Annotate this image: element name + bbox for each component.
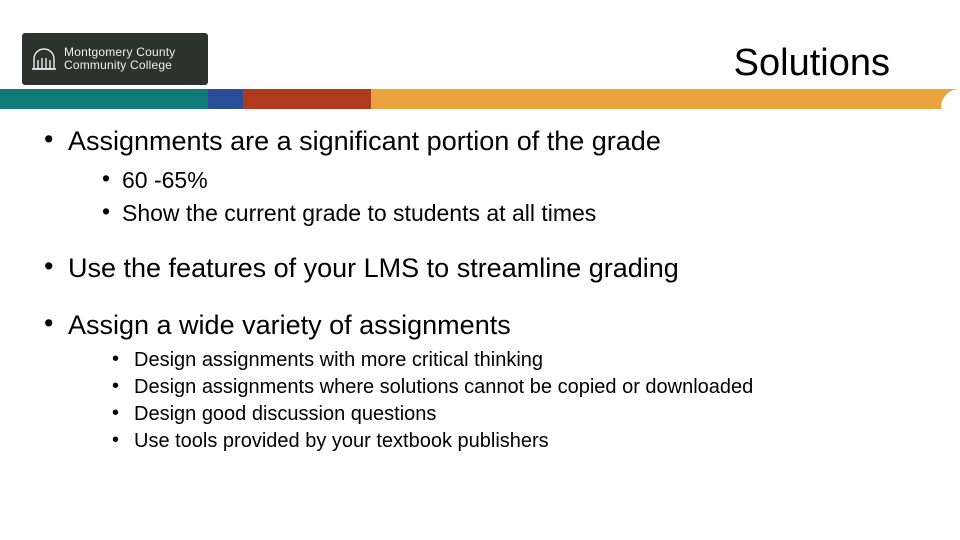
band-segment	[208, 89, 243, 109]
slide-body: Assignments are a significant portion of…	[40, 126, 920, 467]
building-icon	[30, 45, 58, 73]
accent-band	[0, 89, 960, 109]
slide-header: Montgomery County Community College Solu…	[0, 0, 960, 112]
band-segment	[371, 89, 960, 109]
list-item: Assign a wide variety of assignments Desi…	[40, 310, 920, 453]
sub-list-item: Show the current grade to students at al…	[102, 200, 920, 227]
sub-list-item: Design assignments with more critical th…	[112, 349, 920, 372]
list-item-text: Assignments are a significant portion of…	[68, 126, 661, 156]
list-item: Use the features of your LMS to streamli…	[40, 253, 920, 284]
sub-list-item: 60 -65%	[102, 167, 920, 194]
list-item-text: Assign a wide variety of assignments	[68, 310, 511, 340]
sub-list-item: Design good discussion questions	[112, 403, 920, 426]
list-item: Assignments are a significant portion of…	[40, 126, 920, 227]
logo-line2: Community College	[64, 59, 175, 72]
sub-list: 60 -65% Show the current grade to student…	[102, 167, 920, 227]
sub-list-item: Design assignments where solutions canno…	[112, 376, 920, 399]
sub-list-item: Use tools provided by your textbook publ…	[112, 430, 920, 453]
band-segment	[243, 89, 371, 109]
list-item-text: Use the features of your LMS to streamli…	[68, 253, 679, 283]
logo-text: Montgomery County Community College	[64, 46, 175, 71]
slide: Montgomery County Community College Solu…	[0, 0, 960, 540]
band-segment	[0, 89, 208, 109]
sub-list: Design assignments with more critical th…	[112, 349, 920, 453]
college-logo: Montgomery County Community College	[22, 33, 208, 85]
slide-title: Solutions	[734, 42, 890, 85]
bullet-list: Assignments are a significant portion of…	[40, 126, 920, 453]
